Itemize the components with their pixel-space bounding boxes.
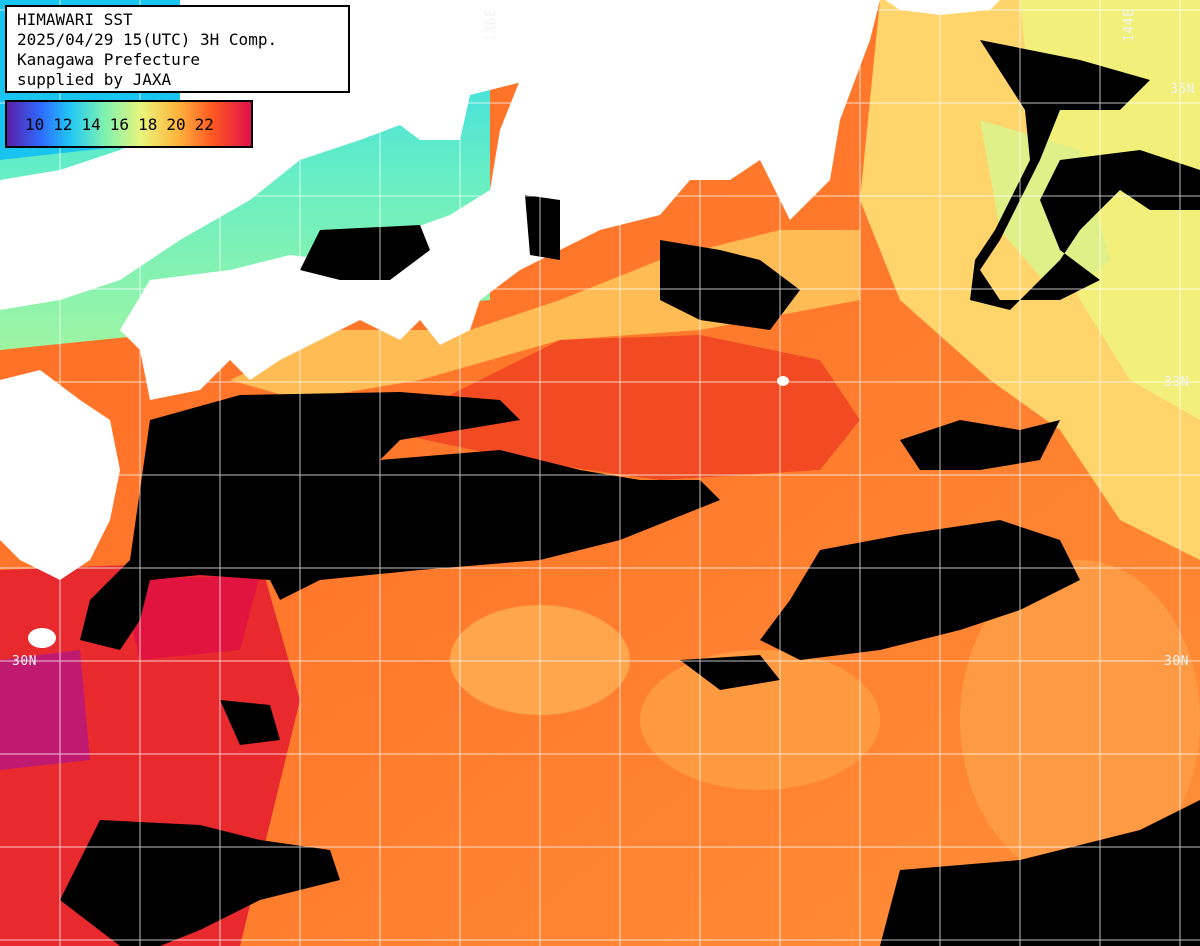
lon-label-144e: 144E	[1122, 8, 1137, 42]
cloud-small-1	[680, 655, 780, 690]
product-region: Kanagawa Prefecture	[17, 50, 201, 69]
cloud-patch-ne	[970, 40, 1200, 310]
lat-label-30n-left: 30N	[12, 654, 37, 669]
legend-tick: 16	[109, 115, 130, 134]
legend-tick: 12	[53, 115, 73, 134]
lon-label-136e: 136E	[484, 8, 499, 42]
temperature-legend: 10 12 14 16 18 20 22	[5, 100, 253, 148]
cloud-small-2	[220, 700, 280, 745]
product-title: HIMAWARI SST	[17, 10, 133, 29]
land-shikoku	[120, 255, 330, 400]
hot-patch	[120, 575, 260, 660]
cloud-ise	[525, 195, 560, 260]
product-datetime: 2025/04/29 15(UTC) 3H Comp.	[17, 30, 278, 49]
island-hachijo	[777, 376, 789, 386]
lat-label-33n: 33N	[1164, 375, 1189, 390]
lat-label-35n: 35N	[1170, 82, 1195, 97]
cloud-se	[880, 800, 1200, 946]
cloud-band-east	[760, 520, 1080, 660]
legend-tick: 18	[138, 115, 158, 134]
lat-label-30n-right: 30N	[1164, 654, 1189, 669]
product-source: supplied by JAXA	[17, 70, 172, 89]
cloud-band-central	[80, 392, 720, 650]
info-panel: HIMAWARI SST 2025/04/29 15(UTC) 3H Comp.…	[5, 5, 350, 93]
land-honshu-central	[220, 0, 880, 380]
land-boso	[885, 0, 1000, 15]
legend-tick: 20	[166, 115, 186, 134]
legend-ticks: 10 12 14 16 18 20 22	[25, 115, 223, 134]
legend-tick: 22	[194, 115, 214, 134]
island-yakushima	[28, 628, 56, 648]
legend-tick: 14	[81, 115, 101, 134]
cloud-kii	[300, 225, 430, 280]
legend-tick: 10	[25, 115, 45, 134]
cloud-sw	[60, 820, 340, 946]
cloud-izu	[660, 240, 800, 330]
hottest-water-sw	[0, 650, 90, 770]
